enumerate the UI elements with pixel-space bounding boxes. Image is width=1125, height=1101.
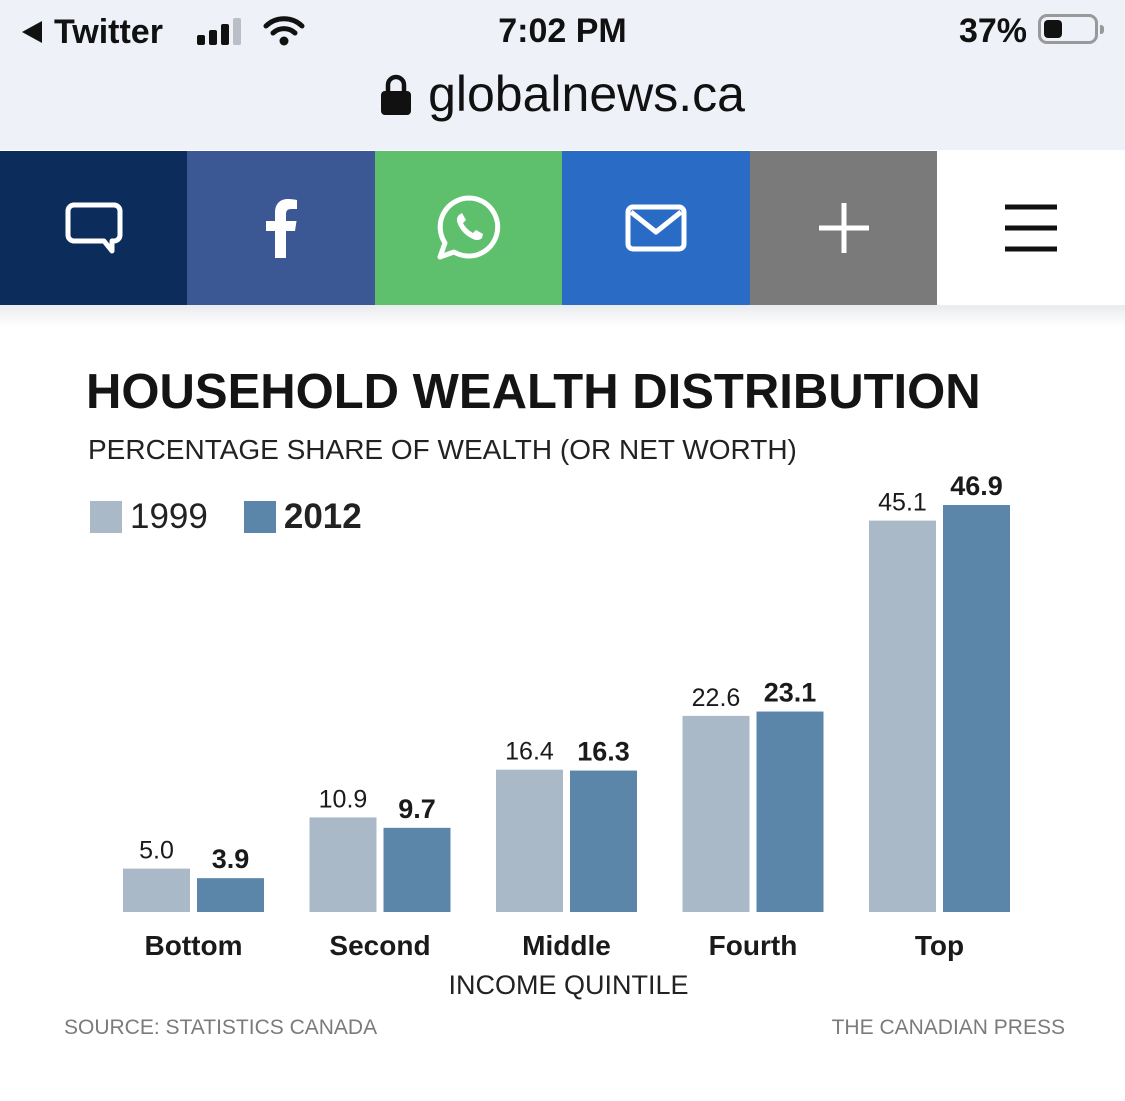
cellular-signal-icon	[197, 18, 241, 45]
data-label-second-2012: 9.7	[398, 794, 436, 824]
category-label-fourth: Fourth	[709, 930, 798, 961]
whatsapp-icon	[437, 195, 500, 260]
category-label-second: Second	[329, 930, 430, 961]
menu-icon	[1005, 204, 1057, 252]
email-share-button[interactable]	[562, 151, 750, 305]
facebook-share-button[interactable]	[187, 151, 375, 305]
data-label-fourth-1999: 22.6	[692, 684, 741, 712]
data-label-top-2012: 46.9	[950, 471, 1003, 501]
x-axis-label: INCOME QUINTILE	[448, 970, 689, 1000]
bar-middle-1999	[496, 769, 563, 912]
plus-icon	[818, 203, 869, 253]
data-label-bottom-2012: 3.9	[212, 844, 250, 874]
category-label-bottom: Bottom	[145, 930, 243, 961]
data-label-second-1999: 10.9	[319, 785, 368, 813]
back-app-label: Twitter	[54, 12, 163, 51]
clock: 7:02 PM	[498, 12, 627, 50]
comment-button[interactable]	[0, 151, 187, 305]
email-icon	[625, 204, 687, 252]
legend-item-1999: 1999	[90, 497, 208, 537]
more-share-button[interactable]	[750, 151, 937, 305]
back-to-app-button[interactable]: Twitter	[22, 12, 163, 52]
browser-chrome: Twitter 7:02 PM 37% globalnews.ca	[0, 0, 1125, 150]
battery-icon	[1038, 14, 1104, 44]
data-label-top-1999: 45.1	[878, 489, 927, 517]
facebook-icon	[266, 199, 297, 258]
share-bar	[0, 151, 1125, 305]
bar-second-2012	[383, 827, 451, 912]
comment-icon	[65, 202, 122, 254]
chart-subtitle: PERCENTAGE SHARE OF WEALTH (OR NET WORTH…	[88, 434, 797, 465]
bar-top-2012	[943, 505, 1010, 912]
bar-top-1999	[869, 520, 936, 912]
bar-bottom-1999	[123, 868, 190, 912]
data-label-middle-2012: 16.3	[577, 737, 630, 767]
share-bar-shadow	[0, 305, 1125, 327]
menu-button[interactable]	[937, 151, 1125, 305]
category-label-middle: Middle	[522, 930, 611, 961]
back-arrow-icon	[22, 21, 42, 43]
status-bar: Twitter 7:02 PM 37%	[0, 0, 1125, 62]
lock-icon	[381, 74, 412, 115]
chart-legend: 1999 2012	[90, 497, 398, 537]
data-label-fourth-2012: 23.1	[764, 678, 817, 708]
bar-bottom-2012	[197, 878, 264, 912]
battery-fill	[1044, 20, 1062, 38]
chart-source: SOURCE: STATISTICS CANADA	[64, 1016, 378, 1039]
legend-swatch-2012	[243, 501, 276, 533]
legend-swatch-1999	[90, 501, 122, 533]
legend-item-2012: 2012	[243, 497, 362, 537]
address-bar[interactable]: globalnews.ca	[0, 64, 1125, 124]
bar-middle-2012	[570, 770, 637, 912]
bar-second-1999	[309, 817, 377, 912]
url-text: globalnews.ca	[428, 66, 745, 122]
bar-fourth-1999	[682, 715, 750, 912]
wifi-icon	[263, 16, 305, 46]
data-label-middle-1999: 16.4	[505, 738, 554, 766]
category-label-top: Top	[915, 930, 964, 961]
whatsapp-share-button[interactable]	[375, 151, 562, 305]
data-label-bottom-1999: 5.0	[139, 837, 174, 865]
chart-credit: THE CANADIAN PRESS	[831, 1016, 1065, 1039]
legend-label-1999: 1999	[130, 497, 208, 536]
bar-fourth-2012	[756, 711, 824, 912]
chart-title: HOUSEHOLD WEALTH DISTRIBUTION	[86, 365, 981, 419]
battery-percent: 37%	[958, 12, 1027, 50]
legend-label-2012: 2012	[283, 497, 362, 536]
